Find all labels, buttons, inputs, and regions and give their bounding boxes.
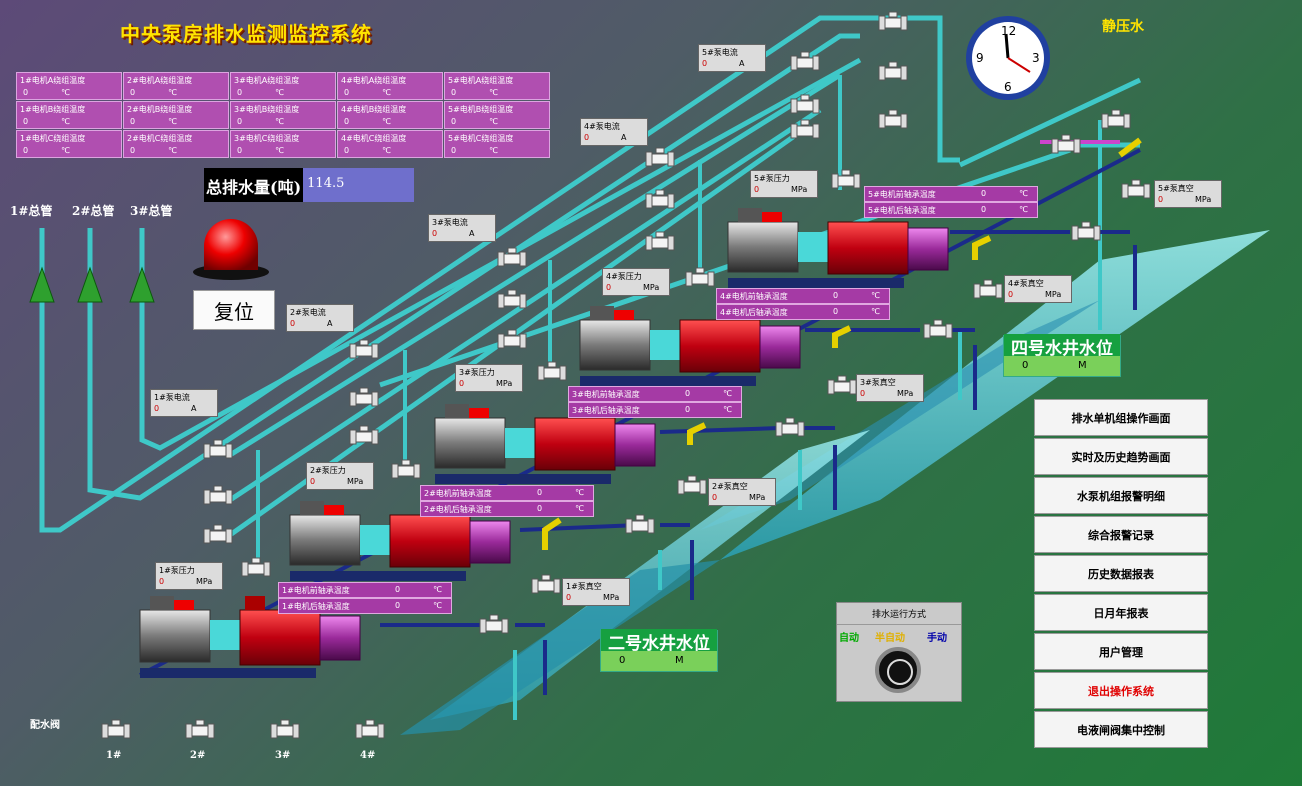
temp-cell: 3#电机B绕组温度 0 ℃	[230, 101, 336, 129]
pump-4-current-tag: 4#泵电流 0 A	[580, 118, 648, 146]
clock-numeral-3: 3	[1032, 51, 1040, 65]
pump-3-current-tag: 3#泵电流 0 A	[428, 214, 496, 242]
mode-semi-label: 半自动	[875, 633, 905, 644]
temp-cell: 2#电机C绕组温度 0 ℃	[123, 130, 229, 158]
pump-2-current-tag: 2#泵电流 0 A	[286, 304, 354, 332]
well-2-level: 二号水井水位 0 M	[600, 629, 718, 672]
temp-cell: 2#电机A绕组温度 0 ℃	[123, 72, 229, 100]
main-pipe-1-label: 1#总管	[10, 204, 53, 218]
menu-valve-central-control[interactable]: 电液闸阀集中控制	[1034, 711, 1208, 748]
menu-period-report[interactable]: 日月年报表	[1034, 594, 1208, 631]
distribution-valve-4-label: 4#	[360, 750, 376, 761]
temp-cell: 4#电机A绕组温度 0 ℃	[337, 72, 443, 100]
clock-numeral-12: 12	[1001, 24, 1017, 38]
pump-1-front-bearing: 1#电机前轴承温度 0 ℃	[278, 582, 452, 598]
menu-pump-alarm-detail[interactable]: 水泵机组报警明细	[1034, 477, 1208, 514]
drain-mode-panel: 排水运行方式 自动 半自动 手动	[836, 602, 962, 702]
drain-mode-title: 排水运行方式	[837, 607, 961, 625]
distribution-valve-3-label: 3#	[275, 750, 291, 761]
temp-cell: 4#电机B绕组温度 0 ℃	[337, 101, 443, 129]
pump-3-front-bearing: 3#电机前轴承温度 0 ℃	[568, 386, 742, 402]
well-4-level: 四号水井水位 0 M	[1003, 334, 1121, 377]
menu-user-management[interactable]: 用户管理	[1034, 633, 1208, 670]
temp-cell: 1#电机C绕组温度 0 ℃	[16, 130, 122, 158]
static-water-label: 静压水	[1102, 19, 1144, 35]
menu-trend[interactable]: 实时及历史趋势画面	[1034, 438, 1208, 475]
page-title: 中央泵房排水监测监控系统	[120, 22, 372, 46]
temp-cell: 1#电机B绕组温度 0 ℃	[16, 101, 122, 129]
menu-single-unit-operation[interactable]: 排水单机组操作画面	[1034, 399, 1208, 436]
navigation-menu: 排水单机组操作画面 实时及历史趋势画面 水泵机组报警明细 综合报警记录 历史数据…	[1034, 399, 1208, 750]
temp-cell: 5#电机A绕组温度 0 ℃	[444, 72, 550, 100]
pump-1-rear-bearing: 1#电机后轴承温度 0 ℃	[278, 598, 452, 614]
pump-2-pressure-tag: 2#泵压力 0 MPa	[306, 462, 374, 490]
pump-5-vacuum-tag: 5#泵真空 0 MPa	[1154, 180, 1222, 208]
pump-1-vacuum-tag: 1#泵真空 0 MPa	[562, 578, 630, 606]
temp-cell: 3#电机C绕组温度 0 ℃	[230, 130, 336, 158]
temp-cell: 1#电机A绕组温度 0 ℃	[16, 72, 122, 100]
distribution-valve-1-label: 1#	[106, 750, 122, 761]
menu-alarm-records[interactable]: 综合报警记录	[1034, 516, 1208, 553]
temp-cell: 4#电机C绕组温度 0 ℃	[337, 130, 443, 158]
distribution-valve-label: 配水阀	[30, 720, 60, 731]
pump-2-front-bearing: 2#电机前轴承温度 0 ℃	[420, 485, 594, 501]
pump-5-current-tag: 5#泵电流 0 A	[698, 44, 766, 72]
menu-history-report[interactable]: 历史数据报表	[1034, 555, 1208, 592]
pump-5-front-bearing: 5#电机前轴承温度 0 ℃	[864, 186, 1038, 202]
clock	[966, 16, 1050, 100]
pump-3-vacuum-tag: 3#泵真空 0 MPa	[856, 374, 924, 402]
mode-manual-label: 手动	[927, 633, 947, 644]
pump-2-rear-bearing: 2#电机后轴承温度 0 ℃	[420, 501, 594, 517]
reset-button[interactable]: 复位	[193, 290, 275, 330]
mode-selector-knob[interactable]	[875, 647, 921, 693]
pump-4-pressure-tag: 4#泵压力 0 MPa	[602, 268, 670, 296]
temp-cell: 3#电机A绕组温度 0 ℃	[230, 72, 336, 100]
temp-cell: 5#电机B绕组温度 0 ℃	[444, 101, 550, 129]
main-pipe-2-label: 2#总管	[72, 204, 115, 218]
temp-cell: 5#电机C绕组温度 0 ℃	[444, 130, 550, 158]
alarm-light-icon	[193, 219, 269, 280]
pump-2-vacuum-tag: 2#泵真空 0 MPa	[708, 478, 776, 506]
clock-numeral-6: 6	[1004, 80, 1012, 94]
total-drainage-label: 总排水量(吨)	[204, 168, 304, 202]
total-drainage-value: 114.5	[303, 168, 414, 202]
distribution-valve-2-label: 2#	[190, 750, 206, 761]
temp-cell: 2#电机B绕组温度 0 ℃	[123, 101, 229, 129]
mode-auto-label: 自动	[839, 633, 859, 644]
winding-temperature-grid: 1#电机A绕组温度 0 ℃ 2#电机A绕组温度 0 ℃ 3#电机A绕组温度 0 ℃ 4#电机…	[16, 72, 550, 158]
pump-5-pressure-tag: 5#泵压力 0 MPa	[750, 170, 818, 198]
total-drainage-display: 总排水量(吨) 114.5	[204, 168, 414, 202]
pump-5-rear-bearing: 5#电机后轴承温度 0 ℃	[864, 202, 1038, 218]
pump-3-rear-bearing: 3#电机后轴承温度 0 ℃	[568, 402, 742, 418]
main-pipe-3-label: 3#总管	[130, 204, 173, 218]
clock-numeral-9: 9	[976, 51, 984, 65]
pump-3-pressure-tag: 3#泵压力 0 MPa	[455, 364, 523, 392]
pump-4-rear-bearing: 4#电机后轴承温度 0 ℃	[716, 304, 890, 320]
pump-1-current-tag: 1#泵电流 0 A	[150, 389, 218, 417]
pump-4-vacuum-tag: 4#泵真空 0 MPa	[1004, 275, 1072, 303]
pump-1-pressure-tag: 1#泵压力 0 MPa	[155, 562, 223, 590]
pump-4-front-bearing: 4#电机前轴承温度 0 ℃	[716, 288, 890, 304]
menu-exit-system[interactable]: 退出操作系统	[1034, 672, 1208, 709]
